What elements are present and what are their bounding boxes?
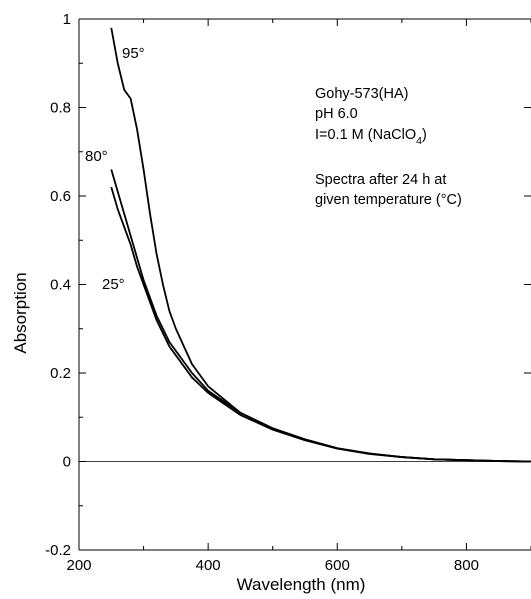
annotation-spectra-line2: given temperature (°C)	[315, 192, 462, 208]
y-tick-label: -0.2	[45, 542, 71, 559]
x-tick-label: 400	[196, 557, 221, 574]
x-axis-title: Wavelength (nm)	[237, 575, 366, 594]
x-tick-label: 200	[66, 557, 91, 574]
y-tick-label: 1	[63, 11, 71, 28]
x-tick-label: 600	[325, 557, 350, 574]
annotation-sample: Gohy-573(HA)	[315, 86, 408, 102]
annotation-spectra-line1: Spectra after 24 h at	[315, 172, 446, 188]
annotation-ionic-strength: I=0.1 M (NaClO4)	[315, 127, 427, 147]
series-labels: 95° 80° 25°	[85, 45, 145, 293]
annotation-ionic-close: )	[422, 127, 427, 143]
annotation-ph: pH 6.0	[315, 106, 358, 122]
y-axis-title: Absorption	[11, 272, 30, 353]
annotation-ionic-subscript: 4	[416, 135, 422, 147]
series-line-80	[110, 169, 531, 463]
annotation-block: Gohy-573(HA) pH 6.0 I=0.1 M (NaClO4) Spe…	[315, 86, 462, 208]
series-label-95: 95°	[122, 45, 145, 62]
y-tick-label: 0.6	[50, 188, 71, 205]
series-layer	[110, 27, 531, 463]
y-tick-label: 0.8	[50, 100, 71, 117]
axis-ticks	[78, 18, 531, 551]
annotation-ionic-main: I=0.1 M (NaClO	[315, 127, 416, 143]
y-tick-label: 0	[63, 454, 71, 471]
y-tick-label: 0.2	[50, 365, 71, 382]
plot-frame	[78, 18, 531, 551]
y-tick-label: 0.4	[50, 277, 71, 294]
series-label-80: 80°	[85, 148, 108, 165]
tick-labels: 200 400 600 800 -0.2 0 0.2 0.4 0.6 0.8 1	[45, 11, 479, 574]
series-label-25: 25°	[102, 276, 125, 293]
series-line-25	[110, 186, 531, 463]
x-tick-label: 800	[454, 557, 479, 574]
